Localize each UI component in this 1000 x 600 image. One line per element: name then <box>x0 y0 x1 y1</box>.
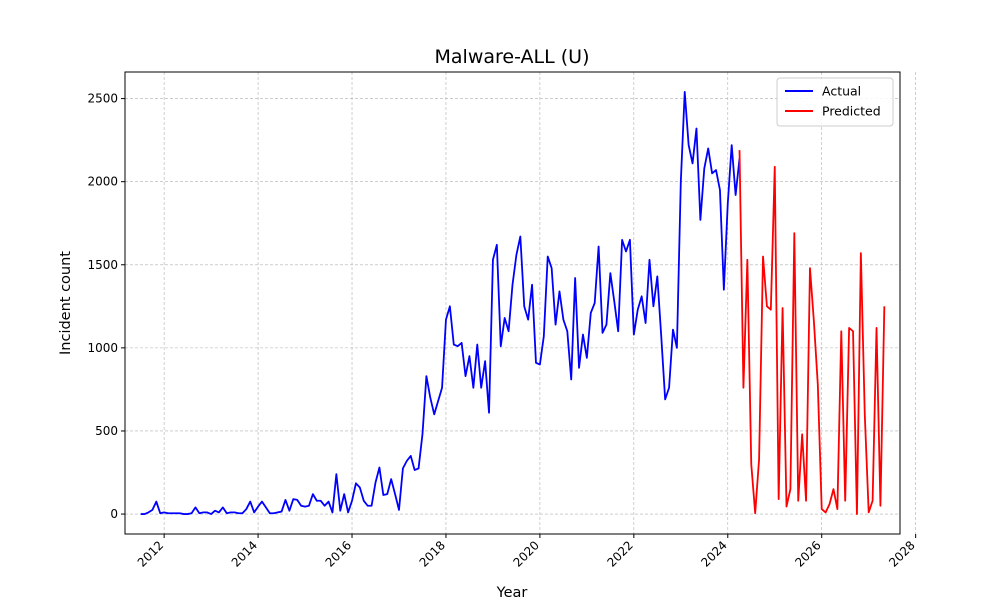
legend: Actual Predicted <box>776 77 894 127</box>
x-tick-label: 2012 <box>135 538 166 569</box>
plot-background <box>125 72 900 534</box>
x-axis-title: Year <box>496 585 528 600</box>
y-tick-label: 500 <box>95 424 118 438</box>
x-tick-label: 2026 <box>792 538 823 569</box>
x-tick-label: 2014 <box>229 538 260 569</box>
y-tick-label: 2000 <box>87 175 118 189</box>
x-tick-label: 2022 <box>604 538 635 569</box>
x-tick-label: 2018 <box>417 538 448 569</box>
y-axis-title: Incident count <box>58 251 74 355</box>
series-line-actual <box>140 91 741 515</box>
x-axis-ticks: 2012 2014 2016 2018 2020 2022 2024 2026 2028 <box>135 534 918 570</box>
x-tick-label: 2016 <box>323 538 354 569</box>
x-tick-label: 2028 <box>886 538 917 569</box>
y-tick-label: 0 <box>110 507 118 521</box>
series-lines <box>140 91 886 515</box>
chart-title: Malware-ALL (U) <box>435 46 590 68</box>
legend-label-actual: Actual <box>822 84 861 99</box>
grid-lines <box>125 72 916 534</box>
plot-frame <box>124 71 901 535</box>
series-line-predicted <box>738 150 886 515</box>
x-tick-label: 2020 <box>511 538 542 569</box>
x-tick-label: 2024 <box>698 538 729 569</box>
y-tick-label: 1000 <box>87 341 118 355</box>
legend-label-predicted: Predicted <box>822 104 881 119</box>
y-axis-ticks: 0 500 1000 1500 2000 2500 <box>87 92 125 521</box>
y-tick-label: 1500 <box>87 258 118 272</box>
y-tick-label: 2500 <box>87 92 118 106</box>
